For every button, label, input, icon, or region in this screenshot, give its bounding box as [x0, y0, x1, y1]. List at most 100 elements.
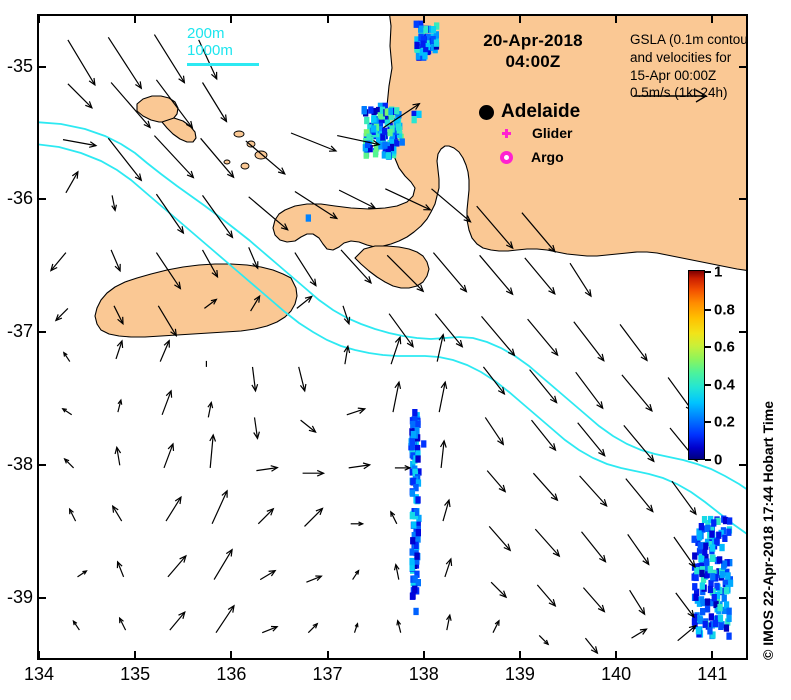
- sst-pixel: [726, 615, 731, 622]
- sst-pixel: [724, 587, 729, 594]
- sst-pixel: [724, 624, 729, 631]
- sst-pixel: [421, 440, 426, 447]
- sst-pixel: [693, 594, 698, 601]
- sst-pixel: [698, 542, 703, 549]
- sst-pixel: [394, 107, 399, 114]
- sst-pixel: [434, 40, 439, 47]
- sst-pixel: [698, 617, 703, 624]
- velocity-arrow: [116, 341, 123, 359]
- sst-pixel: [410, 490, 415, 497]
- sst-pixel: [414, 42, 419, 49]
- sst-pixel: [700, 582, 705, 589]
- sst-pixel: [692, 618, 697, 625]
- velocity-arrow: [112, 195, 117, 210]
- velocity-arrow: [344, 346, 350, 364]
- velocity-arrow: [262, 627, 277, 633]
- velocity-arrow: [528, 319, 558, 355]
- velocity-arrow: [303, 470, 324, 476]
- islet: [224, 160, 230, 164]
- x-axis-label: 137: [298, 664, 358, 685]
- x-axis-tick: [423, 651, 425, 658]
- city-dot-icon: [479, 105, 494, 120]
- velocity-arrow: [260, 571, 275, 580]
- glider-label: Glider: [532, 125, 572, 141]
- velocity-arrow: [391, 337, 401, 364]
- velocity-arrow: [537, 585, 555, 606]
- velocity-arrow: [351, 522, 363, 526]
- sst-pixel: [412, 116, 417, 123]
- y-axis-tick: [39, 198, 46, 200]
- velocity-arrow: [391, 512, 397, 524]
- sst-pixel: [366, 134, 371, 141]
- map-plot-area: 200m 1000m 20-Apr-2018 04:00Z GSLA (0.1m…: [37, 14, 748, 660]
- velocity-arrow: [491, 582, 506, 597]
- velocity-arrow: [212, 491, 227, 524]
- sst-pixel: [368, 106, 373, 113]
- velocity-arrow: [170, 612, 185, 630]
- x-axis-tick: [230, 651, 232, 658]
- sst-pixel: [720, 571, 725, 578]
- sst-pixel: [726, 633, 731, 640]
- adelaide-label: Adelaide: [501, 101, 580, 123]
- velocity-arrow: [389, 314, 413, 347]
- velocity-arrow: [432, 189, 471, 222]
- velocity-arrow: [216, 606, 234, 633]
- credit-text: © IMOS 22-Apr-2018 17:44 Hobart Time: [760, 401, 776, 660]
- timestamp-date: 20-Apr-2018: [458, 30, 608, 51]
- sst-pixel: [710, 555, 715, 562]
- islet: [247, 141, 255, 147]
- velocity-arrow: [570, 263, 591, 296]
- sst-pixel: [711, 519, 716, 526]
- colorbar-tick: [705, 459, 711, 461]
- sst-pixel: [705, 598, 710, 605]
- sst-pixel: [692, 583, 697, 590]
- sst-pixel: [713, 620, 718, 627]
- velocity-arrow: [626, 479, 653, 512]
- sst-pixel: [694, 567, 699, 574]
- x-axis-label: 138: [394, 664, 454, 685]
- velocity-arrow: [628, 534, 649, 564]
- y-axis-label: -37: [0, 321, 33, 342]
- velocity-arrow: [299, 367, 306, 391]
- sst-pixel: [722, 595, 727, 602]
- x-axis-tick: [519, 651, 521, 658]
- velocity-arrow: [111, 250, 120, 271]
- x-axis-tick: [711, 16, 713, 23]
- velocity-arrow: [343, 306, 350, 324]
- y-axis-tick: [39, 597, 46, 599]
- sst-pixel: [708, 586, 713, 593]
- y-axis-tick: [739, 66, 746, 68]
- sst-pixel: [416, 579, 421, 586]
- colorbar-tick: [705, 346, 711, 348]
- velocity-arrow: [68, 84, 92, 108]
- gsla-line-3: 15-Apr 00:00Z: [630, 67, 748, 85]
- sst-pixel: [727, 517, 732, 524]
- velocity-arrow: [339, 190, 375, 208]
- velocity-arrow: [108, 37, 141, 88]
- sst-pixel: [388, 108, 393, 115]
- velocity-arrow: [539, 635, 548, 644]
- x-axis-tick: [615, 651, 617, 658]
- sst-pixel: [694, 574, 699, 581]
- velocity-arrow: [156, 194, 183, 233]
- colorbar-tick-label: 0.2: [714, 414, 735, 431]
- velocity-arrow: [258, 509, 273, 524]
- velocity-arrow: [439, 382, 447, 412]
- velocity-arrow: [489, 526, 510, 550]
- sst-pixel: [699, 523, 704, 530]
- colorbar-tick-label: 1: [714, 264, 722, 281]
- sst-pixel: [712, 594, 717, 601]
- velocity-arrow: [295, 253, 316, 286]
- sst-pixel: [699, 570, 704, 577]
- velocity-arrow: [624, 425, 654, 461]
- sst-pixel: [416, 111, 421, 118]
- sst-pixel: [396, 123, 401, 130]
- velocity-arrow: [291, 133, 336, 151]
- velocity-arrow: [580, 476, 607, 506]
- sst-pixel: [371, 115, 376, 122]
- velocity-arrow: [70, 509, 76, 521]
- sst-pixel: [702, 516, 707, 523]
- velocity-arrow: [254, 417, 260, 438]
- velocity-arrow: [397, 621, 401, 633]
- velocity-arrow: [203, 83, 227, 122]
